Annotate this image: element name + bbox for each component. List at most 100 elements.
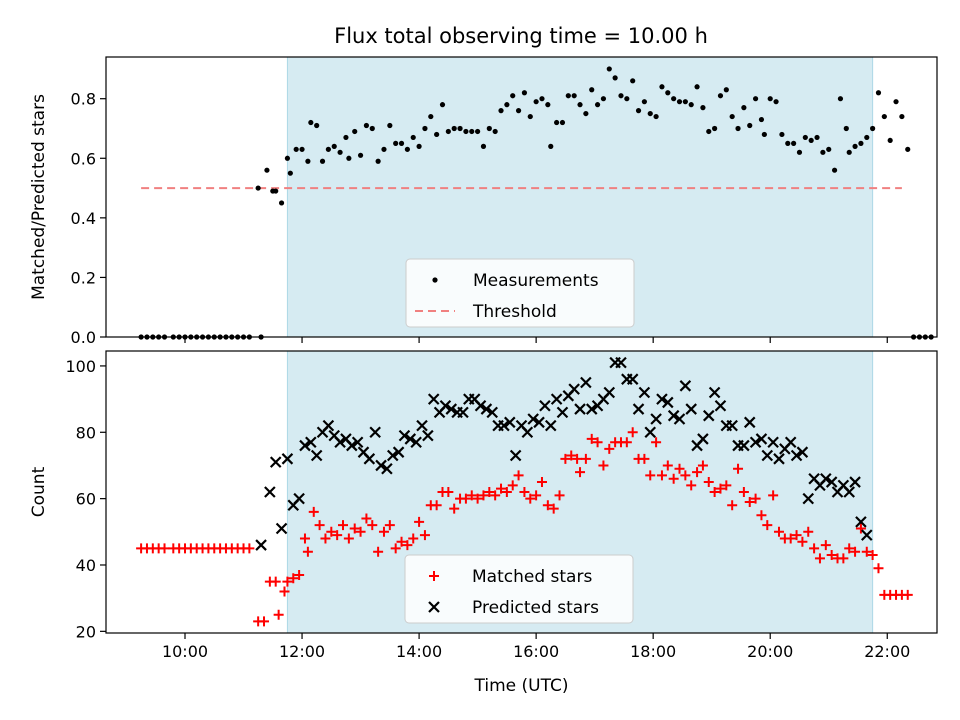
measurement-point [659,84,665,90]
predicted-star-point [264,486,276,498]
predicted-star-point [790,449,803,462]
matched-star-point [762,520,773,531]
y-tick-label: 0.0 [71,328,96,347]
predicted-star-point [726,419,738,432]
measurement-point [434,131,440,138]
measurement-point [305,158,311,164]
predicted-star-point [392,446,405,458]
predicted-star-point [310,449,323,462]
legend-box [405,258,635,328]
measurement-point [325,146,331,152]
series-predicted-stars [255,356,873,551]
predicted-star-point [269,456,282,468]
measurement-point [475,128,481,135]
predicted-star-point [281,453,294,465]
predicted-star-point [398,429,411,442]
matched-star-point [326,526,337,537]
measurement-point [445,128,451,135]
measurement-point [416,143,422,149]
matched-star-point [873,563,884,574]
matched-star-point [639,453,650,464]
predicted-star-point [749,436,762,449]
matched-star-point [367,520,378,531]
measurement-point [357,152,364,158]
matched-star-point [343,533,354,544]
measurement-point [375,158,381,164]
predicted-star-point [416,419,428,432]
predicted-star-point [580,376,592,389]
matched-star-point [355,526,366,537]
legend-marker-matched [429,571,439,581]
matched-star-point [244,543,255,554]
predicted-star-point [445,403,458,415]
matched-star-point [525,493,536,504]
measurement-point [480,143,487,149]
y-tick-label: 60 [76,490,96,509]
matched-star-point [314,520,325,531]
measurement-point [773,99,779,105]
predicted-star-point [480,403,493,415]
matched-star-point [554,490,565,501]
matched-star-point [294,569,305,580]
predicted-star-point [457,406,469,419]
matched-star-point [288,573,299,584]
x-axis-label: Time (UTC) [474,676,569,696]
x-tick-label: 18:00 [630,642,676,661]
predicted-star-point [662,396,674,409]
measurement-point [308,119,314,126]
measurement-point [369,125,375,132]
legend-label: Predicted stars [472,598,599,618]
measurement-point [887,137,893,144]
matched-star-point [408,533,419,544]
measurement-point [706,128,712,135]
matched-star-point [651,437,662,448]
matched-star-point [560,453,571,464]
y-tick-label: 0.6 [71,149,96,168]
predicted-star-point [498,419,510,432]
matched-star-point [332,530,343,541]
measurement-point [293,146,299,152]
predicted-star-point [802,492,815,505]
measurement-point [785,140,791,146]
matched-star-point [768,490,779,501]
predicted-star-point [796,446,809,458]
measurement-point [515,108,522,114]
measurement-point [899,113,905,120]
matched-star-point [270,576,281,587]
matched-star-point [308,506,319,517]
measurement-point [463,128,469,135]
measurement-point [758,116,765,123]
predicted-star-point [685,403,697,415]
x-tick-label: 16:00 [513,642,559,661]
predicted-star-point [743,416,756,429]
measurement-point [870,125,876,132]
predicted-star-point [644,426,657,439]
measurement-point [808,137,814,144]
y-tick-label: 100 [65,357,96,376]
matched-star-point [844,543,855,554]
predicted-star-point [275,522,288,535]
matched-star-point [273,609,284,620]
matched-star-point [279,586,290,597]
measurement-point [492,128,498,135]
measurement-point [398,140,405,146]
matched-star-point [466,490,477,501]
matched-star-point [490,490,501,501]
measurement-point [343,134,349,141]
measurement-point [752,96,759,102]
matched-star-point [282,576,293,587]
matched-star-point [572,453,583,464]
measurement-point [337,149,343,155]
predicted-star-point [439,399,452,412]
measurement-point [624,96,630,102]
predicted-star-point [351,436,364,449]
matched-star-point [536,477,547,488]
predicted-star-point [784,436,797,449]
matched-star-point [680,470,691,481]
predicted-star-point [305,436,317,449]
measurement-point [688,102,694,108]
matched-star-point [501,487,512,497]
matched-star-point [809,543,820,554]
measurement-point [665,90,671,96]
